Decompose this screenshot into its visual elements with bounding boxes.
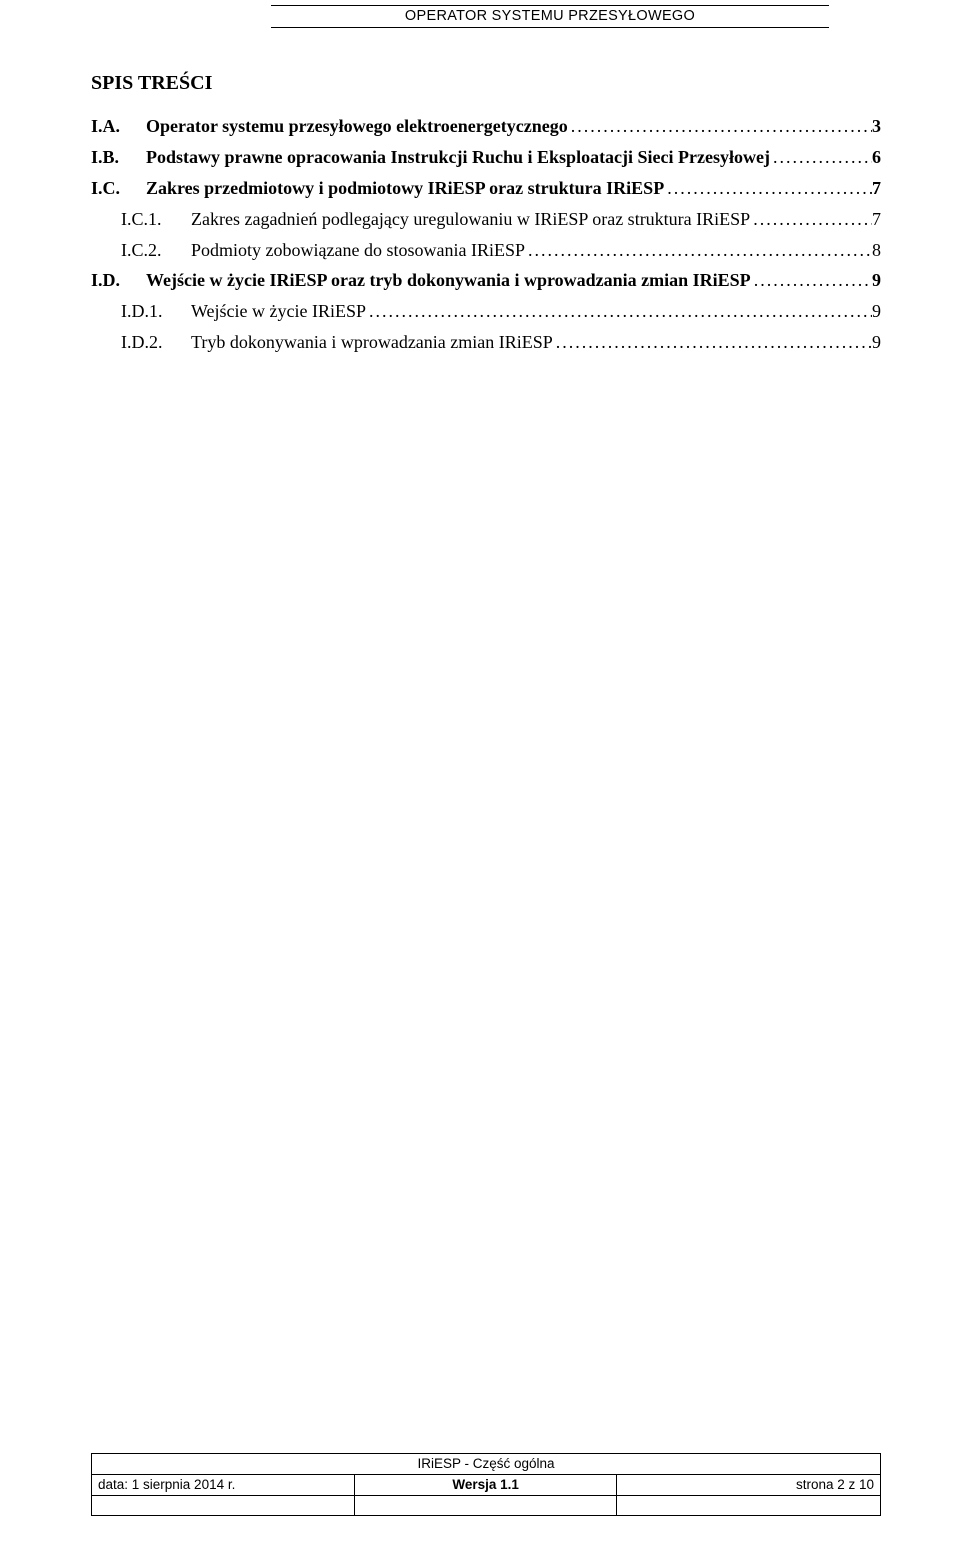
- toc-leader: ........................................…: [568, 113, 872, 141]
- toc-entry-page: 9: [872, 298, 881, 326]
- toc-entry-page: 3: [872, 113, 881, 141]
- footer-pageinfo: strona 2 z 10: [617, 1475, 881, 1496]
- header-rule-bottom: [271, 27, 829, 28]
- footer-title: IRiESP - Część ogólna: [91, 1453, 881, 1474]
- footer-empty-cell: [617, 1496, 881, 1516]
- toc-entry-num: I.D.: [91, 267, 146, 295]
- toc-title: SPIS TREŚCI: [91, 72, 881, 95]
- toc-entry: I.D. Wejście w życie IRiESP oraz tryb do…: [91, 267, 881, 295]
- toc-entry: I.A. Operator systemu przesyłowego elekt…: [91, 113, 881, 141]
- toc-entry-num: I.A.: [91, 113, 146, 141]
- toc-leader: ........................................…: [366, 298, 872, 326]
- header-title: OPERATOR SYSTEMU PRZESYŁOWEGO: [271, 8, 829, 24]
- toc-entry-num: I.C.: [91, 175, 146, 203]
- toc-entry-page: 7: [872, 175, 881, 203]
- toc-entry-num: I.C.2.: [121, 237, 191, 265]
- footer-row-2: [92, 1496, 881, 1516]
- toc-entry-page: 9: [872, 267, 881, 295]
- header-rule-top: [271, 5, 829, 6]
- toc-entry-label: Podstawy prawne opracowania Instrukcji R…: [146, 144, 770, 172]
- toc-leader: ........................................…: [750, 206, 872, 234]
- footer-empty-cell: [354, 1496, 617, 1516]
- toc-entry-label: Podmioty zobowiązane do stosowania IRiES…: [191, 237, 525, 265]
- toc-leader: ........................................…: [770, 144, 872, 172]
- toc-entry-page: 8: [872, 237, 881, 265]
- toc-entry-label: Wejście w życie IRiESP oraz tryb dokonyw…: [146, 267, 751, 295]
- toc-entry: I.C.1. Zakres zagadnień podlegający ureg…: [91, 206, 881, 234]
- toc-leader: ........................................…: [751, 267, 872, 295]
- toc-entry-label: Zakres zagadnień podlegający uregulowani…: [191, 206, 750, 234]
- toc-entry-label: Tryb dokonywania i wprowadzania zmian IR…: [191, 329, 553, 357]
- footer-date: data: 1 sierpnia 2014 r.: [92, 1475, 355, 1496]
- footer-version: Wersja 1.1: [354, 1475, 617, 1496]
- toc-leader: ........................................…: [664, 175, 872, 203]
- toc-leader: ........................................…: [525, 237, 872, 265]
- page: OPERATOR SYSTEMU PRZESYŁOWEGO SPIS TREŚC…: [0, 0, 960, 1558]
- footer-empty-cell: [92, 1496, 355, 1516]
- toc-entry-label: Wejście w życie IRiESP: [191, 298, 366, 326]
- toc-entry: I.D.1. Wejście w życie IRiESP ..........…: [91, 298, 881, 326]
- toc-entry-num: I.B.: [91, 144, 146, 172]
- toc-entry-page: 6: [872, 144, 881, 172]
- toc-entry: I.B. Podstawy prawne opracowania Instruk…: [91, 144, 881, 172]
- toc-entry: I.D.2. Tryb dokonywania i wprowadzania z…: [91, 329, 881, 357]
- toc-entry: I.C. Zakres przedmiotowy i podmiotowy IR…: [91, 175, 881, 203]
- toc-entry-num: I.D.1.: [121, 298, 191, 326]
- content-area: SPIS TREŚCI I.A. Operator systemu przesy…: [91, 72, 881, 360]
- toc-entry-page: 9: [872, 329, 881, 357]
- toc-entry-label: Zakres przedmiotowy i podmiotowy IRiESP …: [146, 175, 664, 203]
- toc-leader: ........................................…: [553, 329, 872, 357]
- toc-entry-label: Operator systemu przesyłowego elektroene…: [146, 113, 568, 141]
- toc-entry: I.C.2. Podmioty zobowiązane do stosowani…: [91, 237, 881, 265]
- footer-row-1: data: 1 sierpnia 2014 r. Wersja 1.1 stro…: [92, 1475, 881, 1496]
- toc-entry-num: I.C.1.: [121, 206, 191, 234]
- footer-table: data: 1 sierpnia 2014 r. Wersja 1.1 stro…: [91, 1474, 881, 1516]
- footer: IRiESP - Część ogólna data: 1 sierpnia 2…: [91, 1453, 881, 1516]
- toc-entry-page: 7: [872, 206, 881, 234]
- toc-entry-num: I.D.2.: [121, 329, 191, 357]
